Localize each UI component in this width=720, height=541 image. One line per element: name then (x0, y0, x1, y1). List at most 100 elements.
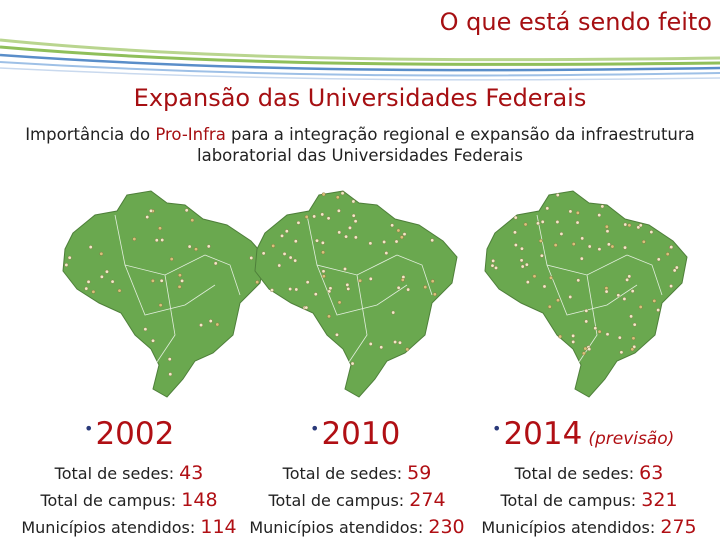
campus-marker (627, 274, 632, 279)
campus-marker (525, 280, 530, 284)
campus-marker (549, 275, 553, 280)
campus-marker (208, 319, 213, 323)
campus-marker (652, 298, 657, 303)
header-stripes (0, 38, 720, 81)
year-value: 2014 (503, 416, 583, 452)
campus-marker (669, 245, 674, 249)
campus-marker (249, 256, 254, 260)
campus-marker (320, 212, 325, 217)
campus-marker (64, 263, 69, 267)
campus-marker (593, 326, 598, 331)
campus-marker (178, 273, 182, 278)
campus-marker (597, 329, 602, 334)
campus-marker (656, 257, 661, 262)
campus-marker (151, 338, 155, 343)
campus-marker (396, 285, 401, 290)
campus-marker (638, 223, 643, 228)
campus-marker (215, 322, 220, 327)
brazil-map-2010 (254, 190, 458, 398)
campus-marker (584, 319, 589, 324)
year-value: 2010 (321, 416, 401, 452)
campus-marker (587, 244, 592, 249)
campus-marker (558, 334, 563, 339)
campus-marker (547, 304, 552, 309)
campus-marker (399, 235, 404, 240)
campus-marker (524, 262, 529, 267)
campus-marker (555, 193, 560, 197)
campus-marker (190, 218, 195, 223)
campus-marker (571, 340, 576, 344)
year-label-2010: •2010 (310, 416, 400, 452)
campus-marker (494, 266, 498, 270)
campus-marker (336, 208, 341, 213)
campus-marker (213, 261, 218, 266)
bullet-icon: • (310, 419, 320, 438)
campus-marker (335, 195, 340, 200)
campus-marker (630, 347, 635, 352)
stat-label: Total de campus: (500, 491, 642, 510)
campus-marker (636, 225, 641, 230)
stat-label: Municípios atendidos: (481, 518, 661, 537)
campus-marker (539, 253, 544, 258)
bullet-icon: • (84, 419, 94, 438)
campus-marker (348, 225, 352, 230)
campus-marker (665, 252, 670, 256)
campus-marker (326, 216, 331, 221)
campus-marker (321, 274, 326, 279)
campus-marker (88, 245, 93, 249)
campus-marker (379, 345, 384, 350)
campus-marker (199, 323, 203, 327)
campus-marker (559, 232, 564, 236)
campus-marker (321, 192, 326, 197)
campus-marker (344, 234, 348, 239)
campus-marker (158, 303, 163, 308)
stat-value: 275 (660, 516, 697, 538)
campus-marker (490, 263, 495, 268)
campus-marker (430, 279, 435, 284)
stat-municipios: Municípios atendidos: 230 (246, 514, 468, 541)
campus-marker (623, 222, 628, 227)
campus-marker (568, 295, 573, 299)
stat-value: 59 (407, 462, 432, 484)
campus-marker (187, 244, 192, 249)
campus-marker (604, 224, 609, 229)
campus-marker (313, 292, 318, 297)
campus-marker (277, 263, 282, 268)
campus-marker (610, 244, 615, 249)
campus-marker (346, 287, 351, 291)
campus-marker (582, 351, 586, 356)
campus-marker (520, 264, 525, 269)
campus-marker (343, 267, 347, 271)
campus-marker (351, 199, 356, 204)
campus-marker (280, 233, 284, 238)
stat-value: 148 (181, 489, 218, 511)
campus-marker (304, 305, 309, 310)
stat-value: 230 (428, 516, 465, 538)
year-value: 2002 (95, 416, 175, 452)
campus-marker (282, 252, 287, 256)
campus-marker (337, 230, 342, 235)
stat-label: Total de sedes: (514, 464, 640, 483)
campus-marker (261, 251, 266, 256)
campus-marker (623, 245, 627, 250)
campus-marker (629, 314, 633, 319)
stat-value: 321 (641, 489, 678, 511)
campus-marker (532, 274, 537, 279)
campus-marker (540, 219, 545, 224)
campus-marker (627, 223, 632, 228)
campus-marker (320, 240, 325, 245)
campus-marker (625, 277, 629, 282)
stat-value: 114 (200, 516, 237, 538)
campus-marker (575, 210, 580, 215)
campus-marker (145, 215, 150, 219)
campus-marker (674, 265, 679, 270)
campus-marker (622, 297, 627, 301)
campus-marker (345, 282, 350, 287)
campus-marker (571, 333, 576, 338)
campus-marker (579, 256, 584, 261)
campus-marker (160, 238, 165, 242)
campus-marker (149, 208, 153, 213)
stat-label: Municípios atendidos: (249, 518, 429, 537)
campus-marker (168, 372, 173, 377)
stat-value: 43 (179, 462, 204, 484)
